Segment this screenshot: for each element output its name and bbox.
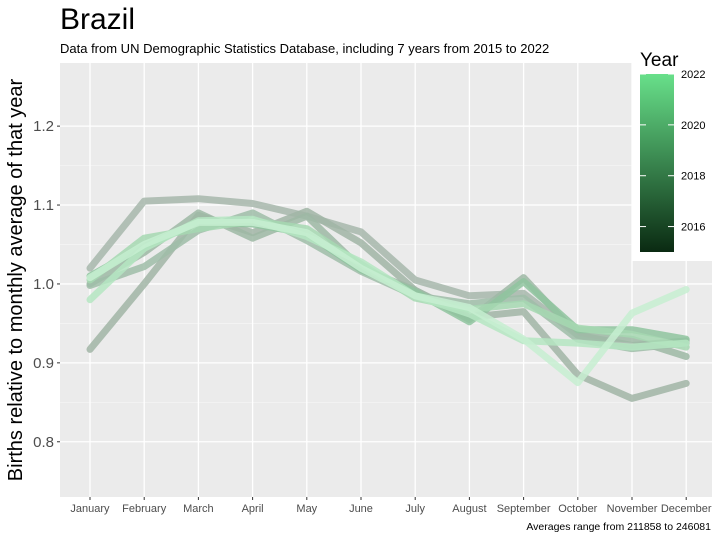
chart-subtitle: Data from UN Demographic Statistics Data… (60, 41, 549, 56)
x-tick-label: November (607, 503, 658, 515)
chart-title: Brazil (60, 3, 135, 36)
x-tick-label: August (452, 503, 486, 515)
legend-tick-label: 2020 (681, 120, 705, 132)
legend-ticks: 2016 2018 2020 2022 (640, 69, 705, 234)
x-tick-label: September (497, 503, 551, 515)
y-tick-label: 1.0 (33, 276, 54, 293)
legend-tick-label: 2018 (681, 171, 705, 183)
x-tick-label: October (558, 503, 597, 515)
y-tick-label: 0.9 (33, 355, 54, 372)
x-tick-label: May (296, 503, 317, 515)
y-tick-label: 1.2 (33, 118, 54, 135)
x-tick-label: July (405, 503, 425, 515)
y-axis: 0.8 0.9 1.0 1.1 1.2 (33, 118, 60, 451)
legend-tick-label: 2022 (681, 69, 705, 81)
x-tick-label: April (242, 503, 264, 515)
legend-colorbar (640, 74, 674, 252)
y-axis-label: Births relative to monthly average of th… (5, 78, 27, 481)
x-tick-label: June (349, 503, 373, 515)
legend-tick-label: 2016 (681, 222, 705, 234)
legend-title: Year (640, 50, 679, 71)
series-lines (86, 195, 690, 402)
y-tick-label: 0.8 (33, 434, 54, 451)
legend: Year 2016 2018 2020 2022 (632, 43, 718, 261)
y-tick-label: 1.1 (33, 197, 54, 214)
series-line-2022 (86, 218, 690, 387)
x-tick-label: January (70, 503, 110, 515)
x-axis: January February March April May June July Augu… (70, 497, 712, 515)
x-tick-label: March (183, 503, 214, 515)
x-tick-label: December (661, 503, 712, 515)
x-tick-label: February (122, 503, 167, 515)
chart-caption: Averages range from 211858 to 246081 (526, 521, 711, 533)
